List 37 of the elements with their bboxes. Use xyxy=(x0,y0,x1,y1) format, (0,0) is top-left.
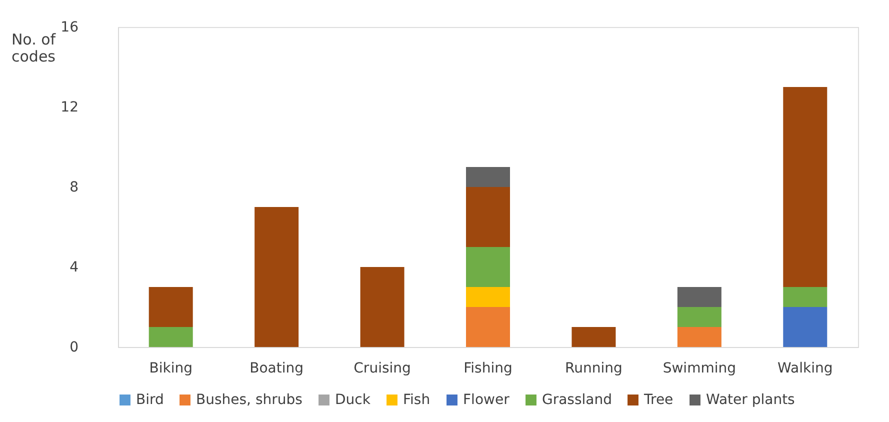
legend-label: Flower xyxy=(463,392,510,408)
bar xyxy=(783,307,828,347)
bar xyxy=(466,247,510,287)
legend-label: Tree xyxy=(643,392,674,408)
bar xyxy=(572,327,616,347)
x-tick-label: Cruising xyxy=(354,360,411,376)
bar xyxy=(466,187,510,247)
x-tick-label: Walking xyxy=(778,360,833,376)
bar xyxy=(677,307,722,327)
bar xyxy=(677,327,722,347)
bar xyxy=(466,307,510,347)
x-tick-label: Biking xyxy=(149,360,192,376)
bar xyxy=(466,167,510,187)
x-tick-label: Running xyxy=(565,360,622,376)
x-tick-label: Fishing xyxy=(464,360,512,376)
bar xyxy=(783,287,828,307)
legend-label: Duck xyxy=(335,392,372,408)
bar xyxy=(360,267,404,347)
legend-label: Bushes, shrubs xyxy=(196,392,302,408)
y-tick-label: 4 xyxy=(70,260,79,276)
y-tick-label: 8 xyxy=(70,180,78,196)
x-tick-label: Swimming xyxy=(662,360,736,376)
legend-label: Bird xyxy=(136,392,164,408)
bar xyxy=(783,87,828,287)
legend-label: Water plants xyxy=(706,392,795,408)
y-tick-label: 12 xyxy=(60,100,78,116)
bar xyxy=(254,207,299,347)
x-tick-label: Boating xyxy=(250,360,304,376)
legend-label: Grassland xyxy=(542,392,612,408)
y-tick-label: 16 xyxy=(60,20,79,36)
legend-label: Fish xyxy=(403,392,430,408)
bar xyxy=(148,287,193,327)
bar xyxy=(148,327,193,347)
y-tick-label: 0 xyxy=(70,340,78,356)
bar xyxy=(466,287,510,307)
y-axis-title: No. of codes xyxy=(11,30,56,66)
bar xyxy=(677,287,722,307)
